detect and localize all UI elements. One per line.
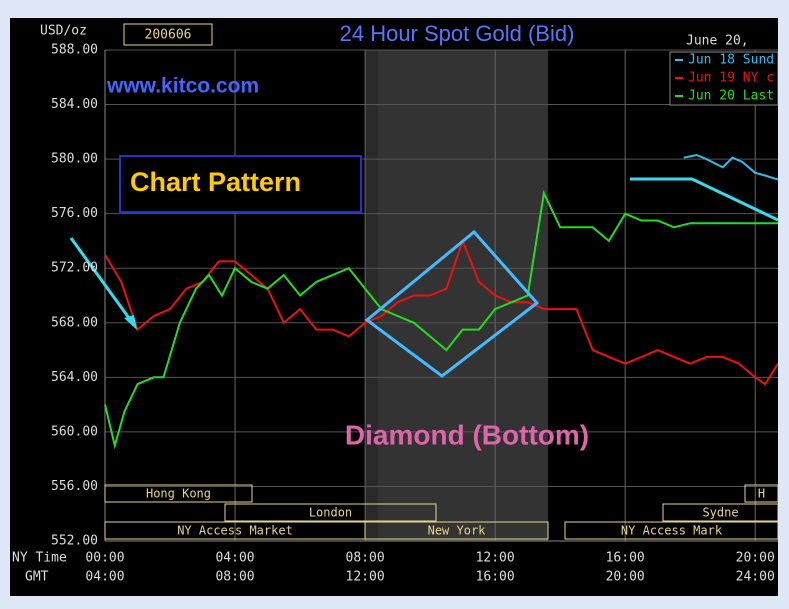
- price-line: [104, 238, 779, 386]
- x2-tick-label: 08:00: [215, 570, 254, 585]
- arrow: [630, 177, 779, 222]
- annotation: Diamond (Bottom): [345, 419, 589, 450]
- unit-label: USD/oz: [40, 24, 87, 39]
- y-tick-label: 588.00: [51, 43, 98, 58]
- session-label: Sydne: [702, 506, 738, 520]
- pattern-box: [119, 155, 362, 213]
- session-label: NY Access Mark: [621, 524, 723, 538]
- legend-label: Jun 18 Sund: [688, 53, 774, 68]
- y-tick-label: 560.00: [51, 424, 98, 439]
- arrow: [69, 237, 136, 326]
- session-label: Hong Kong: [146, 487, 211, 501]
- session-label: NY Access Market: [177, 524, 293, 538]
- session-label: H: [758, 487, 765, 501]
- y-tick-label: 584.00: [51, 97, 98, 112]
- pattern-label: Chart Pattern: [130, 167, 301, 197]
- date-box-text: 200606: [145, 28, 192, 43]
- arrowhead: [124, 315, 137, 330]
- x-tick-label: 12:00: [476, 551, 515, 566]
- x2-tick-label: 24:00: [736, 570, 775, 585]
- session-bar: [224, 503, 437, 522]
- session-bar: [364, 521, 549, 540]
- session-bar: [104, 484, 253, 503]
- session-shade: [378, 50, 548, 541]
- y-tick-label: 556.00: [51, 479, 98, 494]
- diamond-outline: [364, 229, 540, 378]
- x-tick-label: 16:00: [606, 551, 645, 566]
- x2-row-label: GMT: [25, 570, 49, 585]
- legend-label: Jun 19 NY c: [688, 71, 774, 86]
- y-tick-label: 568.00: [51, 315, 98, 330]
- session-label: London: [309, 506, 352, 520]
- x2-tick-label: 20:00: [606, 570, 645, 585]
- y-tick-label: 552.00: [51, 534, 98, 549]
- x2-tick-label: 16:00: [476, 570, 515, 585]
- y-tick-label: 576.00: [51, 206, 98, 221]
- site-label: www.kitco.com: [106, 75, 259, 98]
- price-line: [683, 153, 779, 181]
- x2-tick-label: 12:00: [346, 570, 385, 585]
- x-tick-label: 00:00: [85, 551, 124, 566]
- edge: [778, 0, 789, 605]
- chart-title: 24 Hour Spot Gold (Bid): [340, 21, 575, 46]
- legend: [669, 51, 779, 106]
- date-label: June 20,: [686, 34, 749, 49]
- session-label: New York: [428, 524, 487, 538]
- date-box: [123, 23, 213, 46]
- x-row-label: NY Time: [12, 551, 67, 566]
- x2-tick-label: 04:00: [85, 570, 124, 585]
- y-tick-label: 580.00: [51, 152, 98, 167]
- price-line: [104, 189, 778, 450]
- x-tick-label: 08:00: [346, 551, 385, 566]
- y-tick-label: 572.00: [51, 261, 98, 276]
- x-tick-label: 04:00: [215, 551, 254, 566]
- x-tick-label: 20:00: [736, 551, 775, 566]
- legend-label: Jun 20 Last: [688, 89, 774, 104]
- y-tick-label: 564.00: [51, 370, 98, 385]
